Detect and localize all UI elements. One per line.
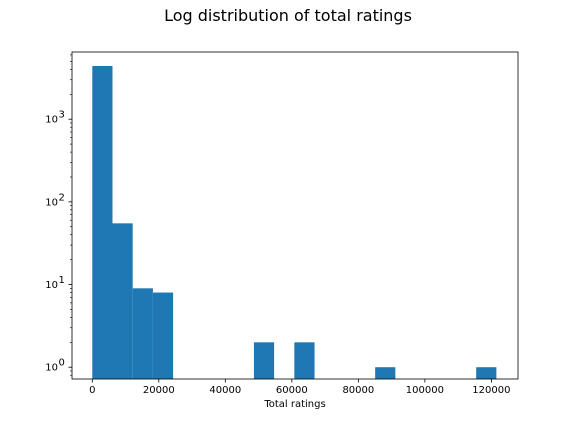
histogram-bar bbox=[132, 288, 153, 379]
y-tick-label: 10 bbox=[45, 197, 58, 208]
y-tick-exponent: 2 bbox=[59, 192, 65, 203]
histogram-bar bbox=[152, 292, 174, 379]
y-tick-exponent: 0 bbox=[59, 358, 65, 369]
x-tick-label: 40000 bbox=[209, 385, 241, 396]
y-tick-label: 10 bbox=[45, 280, 58, 291]
histogram-bar bbox=[92, 66, 113, 379]
chart-title: Log distribution of total ratings bbox=[164, 6, 412, 25]
x-axis-label: Total ratings bbox=[263, 399, 325, 410]
histogram-bar bbox=[294, 342, 315, 379]
x-axis: 0 20000 40000 60000 80000 100000 120000 bbox=[89, 379, 510, 396]
histogram-bar bbox=[253, 342, 275, 379]
x-tick-label: 80000 bbox=[342, 385, 374, 396]
plot-frame bbox=[71, 51, 519, 380]
x-tick-label: 100000 bbox=[406, 385, 444, 396]
x-tick-label: 120000 bbox=[472, 385, 510, 396]
y-tick-label: 10 bbox=[45, 363, 58, 374]
x-tick-label: 0 bbox=[89, 385, 95, 396]
y-tick-exponent: 1 bbox=[59, 275, 65, 286]
x-tick-label: 20000 bbox=[143, 385, 175, 396]
y-tick-exponent: 3 bbox=[59, 110, 65, 121]
x-tick-label: 60000 bbox=[276, 385, 308, 396]
y-tick-label: 10 bbox=[45, 115, 58, 126]
histogram-bar bbox=[476, 367, 497, 379]
histogram-bar bbox=[112, 223, 133, 379]
histogram-bar bbox=[375, 367, 396, 379]
bars-group bbox=[92, 66, 497, 379]
